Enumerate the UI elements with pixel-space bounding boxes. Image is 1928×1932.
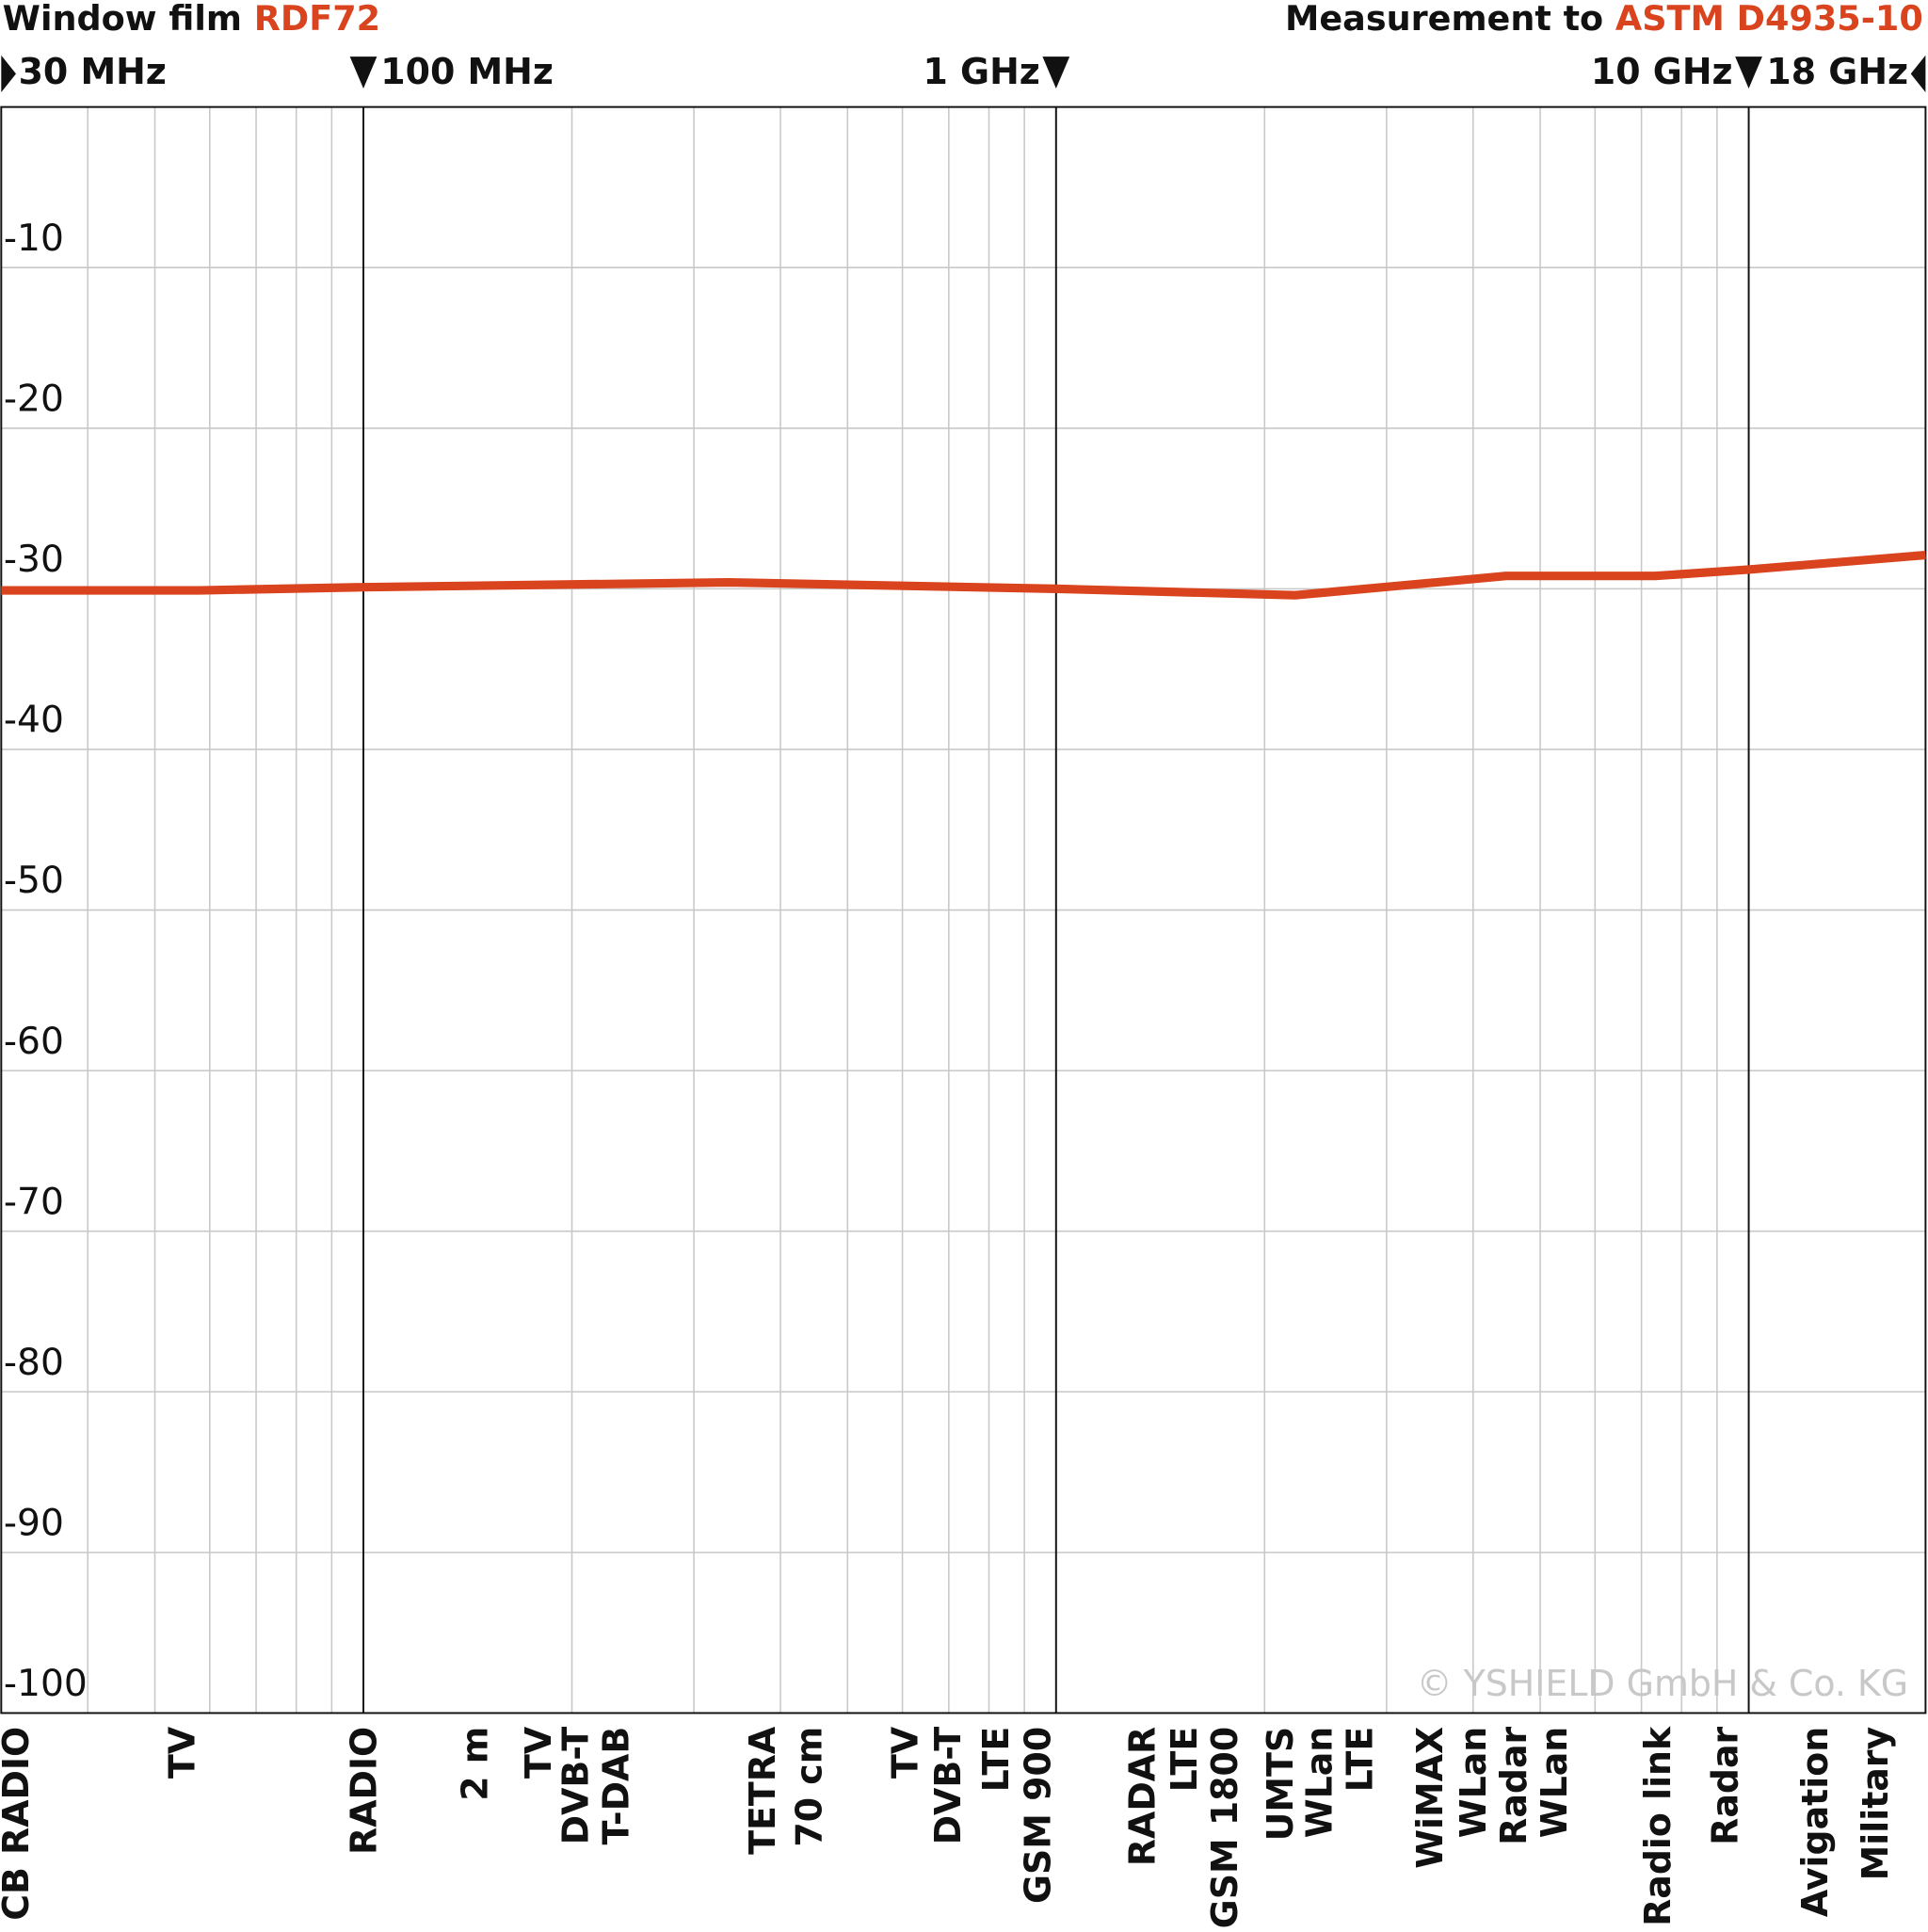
y-tick-label: -40 — [4, 700, 64, 742]
band-label: Radio link — [1637, 1726, 1679, 1926]
tick-arrow — [1042, 56, 1070, 89]
band-label: Avigation — [1794, 1727, 1836, 1917]
band-label: RADIO — [344, 1727, 385, 1855]
plot-frame — [0, 105, 1927, 1715]
band-label: TV — [161, 1726, 202, 1779]
band-label: RADAR — [1122, 1727, 1164, 1866]
band-label: TETRA — [742, 1726, 783, 1855]
band-label: 70 cm — [789, 1727, 830, 1847]
title-left: Window film RDF72 — [3, 0, 381, 38]
band-label: LTE — [975, 1727, 1017, 1793]
tick-arrow — [1735, 56, 1762, 89]
band-label: TV — [518, 1726, 559, 1779]
band-label: LTE — [1340, 1727, 1381, 1793]
data-line — [1, 550, 1926, 600]
y-tick-label: -10 — [4, 217, 64, 260]
band-label: WLan — [1534, 1727, 1575, 1838]
x-tick-label: 18 GHz — [1766, 51, 1908, 92]
watermark: © YSHIELD GmbH & Co. KG — [1417, 1663, 1908, 1704]
grid — [1, 106, 1926, 1715]
title-highlight: RDF72 — [254, 0, 380, 38]
y-tick-label: -30 — [4, 539, 64, 581]
y-tick-label: -50 — [4, 860, 64, 902]
band-label: GSM 900 — [1017, 1727, 1058, 1904]
title-highlight: ASTM D4935-10 — [1615, 0, 1923, 38]
x-tick-label: 1 GHz — [923, 51, 1039, 92]
band-label: GSM 1800 — [1204, 1727, 1245, 1928]
band-label: WLan — [1299, 1727, 1341, 1838]
tick-arrow — [1910, 55, 1926, 92]
y-tick-label: -70 — [4, 1181, 64, 1223]
foreground: -10 -20 -30 -40 -50 -60 -70 -80 -90 -100 30 MHz 100… — [0, 51, 1927, 1928]
band-label: TV — [884, 1726, 925, 1779]
band-label: UMTS — [1260, 1727, 1301, 1842]
band-label: Radar — [1705, 1726, 1746, 1844]
y-tick-label: -80 — [4, 1342, 64, 1384]
band-label: DVB-T — [554, 1727, 596, 1845]
x-tick-label: 100 MHz — [380, 51, 554, 92]
x-tick-label: 30 MHz — [19, 51, 167, 92]
band-label: WiMAX — [1409, 1727, 1451, 1869]
band-label: DVB-T — [927, 1727, 969, 1845]
title-right: Measurement to ASTM D4935-10 — [1285, 0, 1923, 38]
y-tick-label: -60 — [4, 1021, 64, 1063]
band-label: Military — [1855, 1727, 1896, 1881]
x-tick-label: 10 GHz — [1591, 51, 1733, 92]
y-tick-label: -100 — [4, 1663, 88, 1705]
tick-arrow — [349, 56, 378, 89]
title-text: Window film — [3, 0, 254, 38]
title-text: Measurement to — [1285, 0, 1615, 38]
y-tick-label: -20 — [4, 378, 64, 421]
band-label: WLan — [1453, 1727, 1494, 1838]
band-label: T-DAB — [595, 1727, 636, 1845]
band-label: 2 m — [454, 1727, 495, 1801]
band-label: Radar — [1493, 1726, 1534, 1844]
y-tick-label: -90 — [4, 1503, 64, 1545]
tick-arrow — [1, 55, 16, 92]
band-label: LTE — [1164, 1727, 1205, 1793]
band-label: CB RADIO — [0, 1727, 37, 1921]
